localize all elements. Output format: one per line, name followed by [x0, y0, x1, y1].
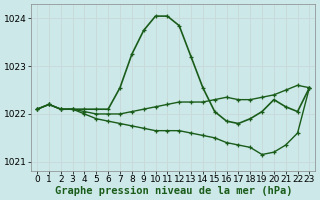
- X-axis label: Graphe pression niveau de la mer (hPa): Graphe pression niveau de la mer (hPa): [54, 186, 292, 196]
